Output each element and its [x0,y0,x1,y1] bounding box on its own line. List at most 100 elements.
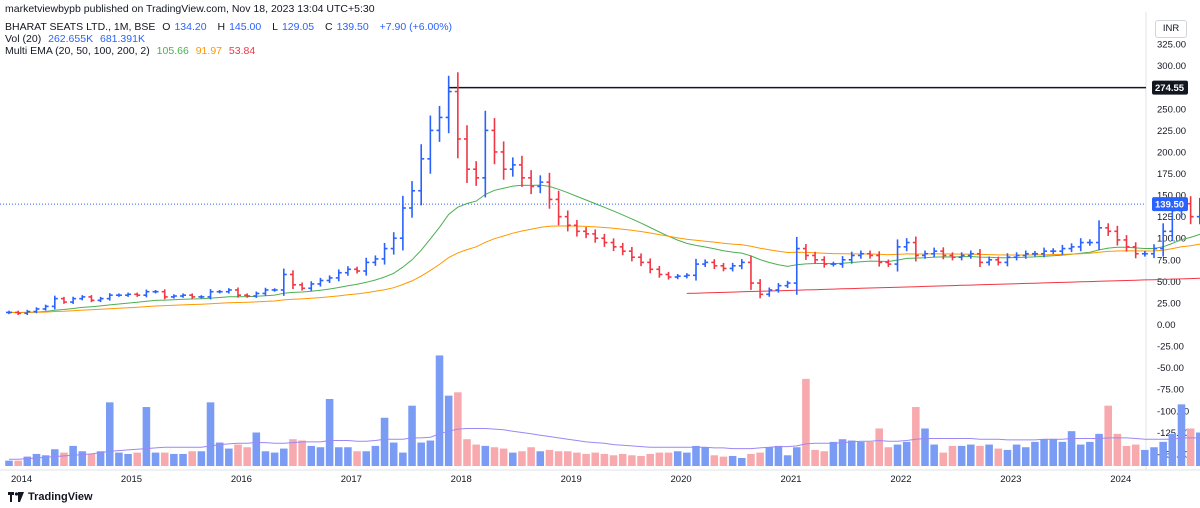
volume-bar [683,452,691,466]
volume-bar [637,455,645,466]
volume-bar [628,455,636,466]
x-tick-label: 2024 [1110,474,1131,485]
volume-ma-value: 681.391K [100,33,145,45]
volume-bar [600,453,609,466]
volume-bar [1067,431,1076,466]
x-tick-label: 2016 [231,474,252,485]
x-tick-label: 2017 [341,474,362,485]
symbol-name[interactable]: BHARAT SEATS LTD., 1M, BSE [5,21,156,33]
volume-bar [334,447,343,466]
volume-bar [325,399,334,466]
volume-bar [701,447,709,466]
ema200-value: 53.84 [228,45,256,57]
volume-bar [344,447,352,466]
y-tick-label: 175.00 [1157,169,1186,180]
close-label: C [325,21,333,33]
volume-bar [957,445,966,466]
volume-bar [1159,441,1167,466]
published-caption: marketviewbypb published on TradingView.… [5,3,375,15]
volume-bar [866,441,874,466]
volume-bar [1012,444,1021,466]
volume-bar [41,455,50,466]
volume-bar [1040,439,1048,466]
volume-bar [820,451,829,466]
volume-bar [389,442,398,466]
tradingview-brand[interactable]: TradingView [28,491,93,503]
volume-label[interactable]: Vol (20) [5,33,42,45]
ema50-value: 91.97 [195,45,222,57]
volume-bar [728,455,737,466]
volume-bar [1086,441,1094,466]
currency-badge[interactable]: INR [1155,20,1187,38]
volume-bar [298,440,306,466]
volume-bar [811,449,819,466]
volume-bar [280,448,288,466]
volume-bar [1186,428,1195,466]
volume-bar [747,453,755,466]
volume-bar [554,451,563,466]
volume-bar [509,452,517,466]
volume-bar [14,460,22,466]
y-tick-label: 325.00 [1157,40,1186,51]
volume-bar [1141,449,1149,466]
volume-bar [710,455,719,466]
volume-bar [261,451,270,466]
volume-bar [481,445,490,466]
volume-bar [51,449,59,466]
price-label-box [1152,197,1188,212]
ema-label[interactable]: Multi EMA (20, 50, 100, 200, 2) [5,45,150,57]
volume-bar [105,402,114,466]
ohlc-open: O 134.20 [162,21,210,33]
volume-bar [408,405,416,466]
volume-bar [792,447,801,466]
y-tick-label: 200.00 [1157,147,1186,158]
volume-bar [215,442,224,466]
volume-bar [243,447,251,466]
y-tick-label: 250.00 [1157,104,1186,115]
y-tick-label: -25.00 [1157,342,1184,353]
volume-bar [664,452,673,466]
volume-bar [1031,441,1039,466]
volume-legend: Vol (20) 262.655K 681.391K [5,33,149,45]
ema-legend: Multi EMA (20, 50, 100, 200, 2) 105.66 9… [5,45,259,57]
volume-bar [756,452,764,466]
volume-bar [142,407,151,466]
volume-bar [371,445,380,466]
volume-bar [930,444,938,466]
volume-bar [783,455,792,466]
high-label: H [217,21,226,33]
volume-bar [838,439,847,466]
volume-value: 262.655K [48,33,94,45]
volume-bar [426,440,435,466]
volume-bar [573,452,581,466]
volume-bar [893,444,902,466]
volume-bar [435,355,444,466]
volume-bar [170,453,178,466]
volume-bar [912,407,920,466]
volume-bar [646,453,654,466]
volume-bar [151,452,160,466]
ohlc-low: L 129.05 [272,21,318,33]
volume-bar [857,441,865,466]
volume-bar [967,444,975,466]
y-tick-label: 0.00 [1157,320,1176,331]
change-value: +7.90 (+6.00%) [379,21,453,33]
volume-bar [673,451,682,466]
x-tick-label: 2014 [11,474,32,485]
ema20-value: 105.66 [156,45,189,57]
price-label-text: 274.55 [1155,83,1185,94]
volume-bar [197,451,206,466]
volume-bar [884,447,893,466]
volume-bar [499,448,508,466]
volume-bar [518,451,526,466]
volume-bar [362,451,371,466]
volume-bar [738,457,746,466]
tradingview-logo-icon [8,492,24,502]
volume-bar [902,441,911,466]
volume-bar [23,456,32,466]
volume-bar [618,453,627,466]
tradingview-footer: TradingView [8,491,93,503]
volume-bar [1095,433,1103,466]
volume-bar [655,452,664,466]
